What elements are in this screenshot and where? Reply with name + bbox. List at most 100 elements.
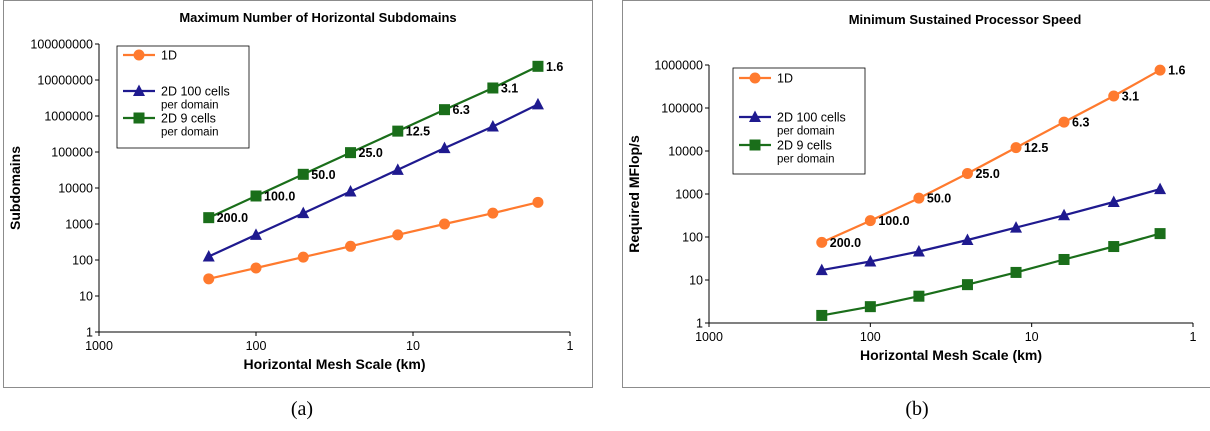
data-point (912, 245, 925, 257)
data-point (532, 60, 544, 72)
legend-marker (133, 49, 145, 61)
legend-box (116, 45, 250, 149)
data-point (392, 125, 404, 137)
point-label: 100.0 (878, 214, 909, 228)
x-axis-label: Horizontal Mesh Scale (km) (860, 347, 1042, 363)
data-point (1108, 90, 1120, 102)
data-point (486, 119, 499, 132)
point-label: 50.0 (927, 192, 951, 206)
data-point (345, 240, 357, 252)
legend-marker (749, 110, 761, 122)
point-label: 100.0 (264, 189, 295, 203)
series-line-2 (821, 232, 1161, 317)
data-point (344, 184, 357, 197)
data-point (1058, 208, 1071, 221)
legend-marker (749, 72, 761, 84)
legend-label: per domain (777, 126, 835, 138)
data-point (913, 290, 925, 302)
y-axis-label: Required MFlop/s (626, 135, 642, 253)
series-line-0 (208, 201, 539, 280)
legend-label: 1D (777, 72, 793, 86)
x-tick-label: 1 (1190, 330, 1197, 344)
data-point (961, 233, 974, 246)
x-tick-label: 10 (406, 339, 420, 353)
data-point (816, 236, 828, 248)
data-point (250, 262, 262, 274)
data-point (1058, 116, 1070, 128)
chart-b-svg: Minimum Sustained Processor Speed 1 10 100 1… (626, 12, 1197, 363)
legend-label: 2D 100 cells (777, 111, 846, 125)
data-point (297, 168, 309, 180)
point-label: 3.1 (1122, 90, 1139, 104)
data-point (1058, 253, 1070, 265)
data-point (1154, 64, 1166, 76)
data-point (864, 254, 877, 267)
series-line-2 (208, 65, 539, 219)
chart-title: Maximum Number of Horizontal Subdomains (179, 10, 456, 25)
legend-marker (749, 139, 761, 151)
data-point (1107, 195, 1120, 208)
data-point (297, 251, 309, 263)
y-tick-label: 100000000 (30, 38, 93, 52)
data-point (438, 141, 451, 154)
y-tick-label: 10000 (668, 145, 703, 159)
y-tick-label: 1000 (675, 188, 703, 202)
data-point (864, 301, 876, 313)
point-label: 6.3 (453, 103, 470, 117)
legend-label: per domain (161, 100, 219, 112)
point-label: 1.6 (546, 60, 563, 74)
data-point (532, 196, 544, 208)
y-tick-label: 100000 (51, 146, 93, 160)
point-label: 6.3 (1072, 116, 1089, 130)
data-point (913, 192, 925, 204)
y-tick-label: 10000000 (37, 74, 93, 88)
data-point (345, 147, 357, 159)
data-point (1108, 241, 1120, 253)
x-tick-label: 100 (860, 330, 881, 344)
point-label: 25.0 (975, 167, 999, 181)
data-point (391, 163, 404, 175)
series-line-0 (821, 69, 1161, 244)
legend-label: 2D 9 cells (777, 139, 832, 153)
y-tick-label: 10 (79, 290, 93, 304)
point-label: 50.0 (311, 168, 335, 182)
data-point (439, 104, 451, 116)
data-point (531, 97, 544, 110)
data-point (439, 218, 451, 230)
series-line-1 (821, 188, 1161, 272)
x-tick-label: 1000 (85, 339, 113, 353)
y-tick-label: 1000000 (654, 59, 703, 73)
point-label: 3.1 (501, 81, 518, 95)
x-tick-label: 10 (1025, 330, 1039, 344)
chart-panel-b: Minimum Sustained Processor Speed 1 10 100 1… (622, 0, 1210, 388)
legend-label: 1D (161, 49, 177, 63)
legend-label: per domain (161, 127, 219, 139)
x-tick-label: 100 (246, 339, 267, 353)
y-tick-label: 10000 (58, 182, 93, 196)
data-point (1154, 228, 1166, 240)
y-tick-label: 1 (86, 326, 93, 340)
data-point (203, 212, 215, 224)
data-point (1010, 142, 1022, 154)
legend-label: 2D 9 cells (161, 112, 216, 126)
y-tick-label: 100000 (661, 102, 703, 116)
x-tick-label: 1000 (695, 330, 723, 344)
y-tick-label: 100 (72, 254, 93, 268)
data-point (250, 228, 262, 240)
point-label: 1.6 (1168, 64, 1185, 78)
data-point (202, 250, 215, 262)
chart-a-svg: Maximum Number of Horizontal Subdomains 1… (7, 10, 574, 372)
legend-marker (133, 84, 145, 96)
legend-label: per domain (777, 154, 835, 166)
y-tick-label: 100 (682, 231, 703, 245)
data-point (1154, 182, 1167, 195)
point-label: 25.0 (359, 146, 383, 160)
y-tick-label: 10 (689, 274, 703, 288)
caption-a: (a) (290, 398, 314, 420)
caption-b: (b) (905, 398, 929, 420)
data-point (203, 273, 215, 285)
point-label: 200.0 (217, 211, 248, 225)
point-label: 200.0 (830, 236, 861, 250)
point-label: 12.5 (406, 125, 430, 139)
data-point (392, 229, 404, 241)
